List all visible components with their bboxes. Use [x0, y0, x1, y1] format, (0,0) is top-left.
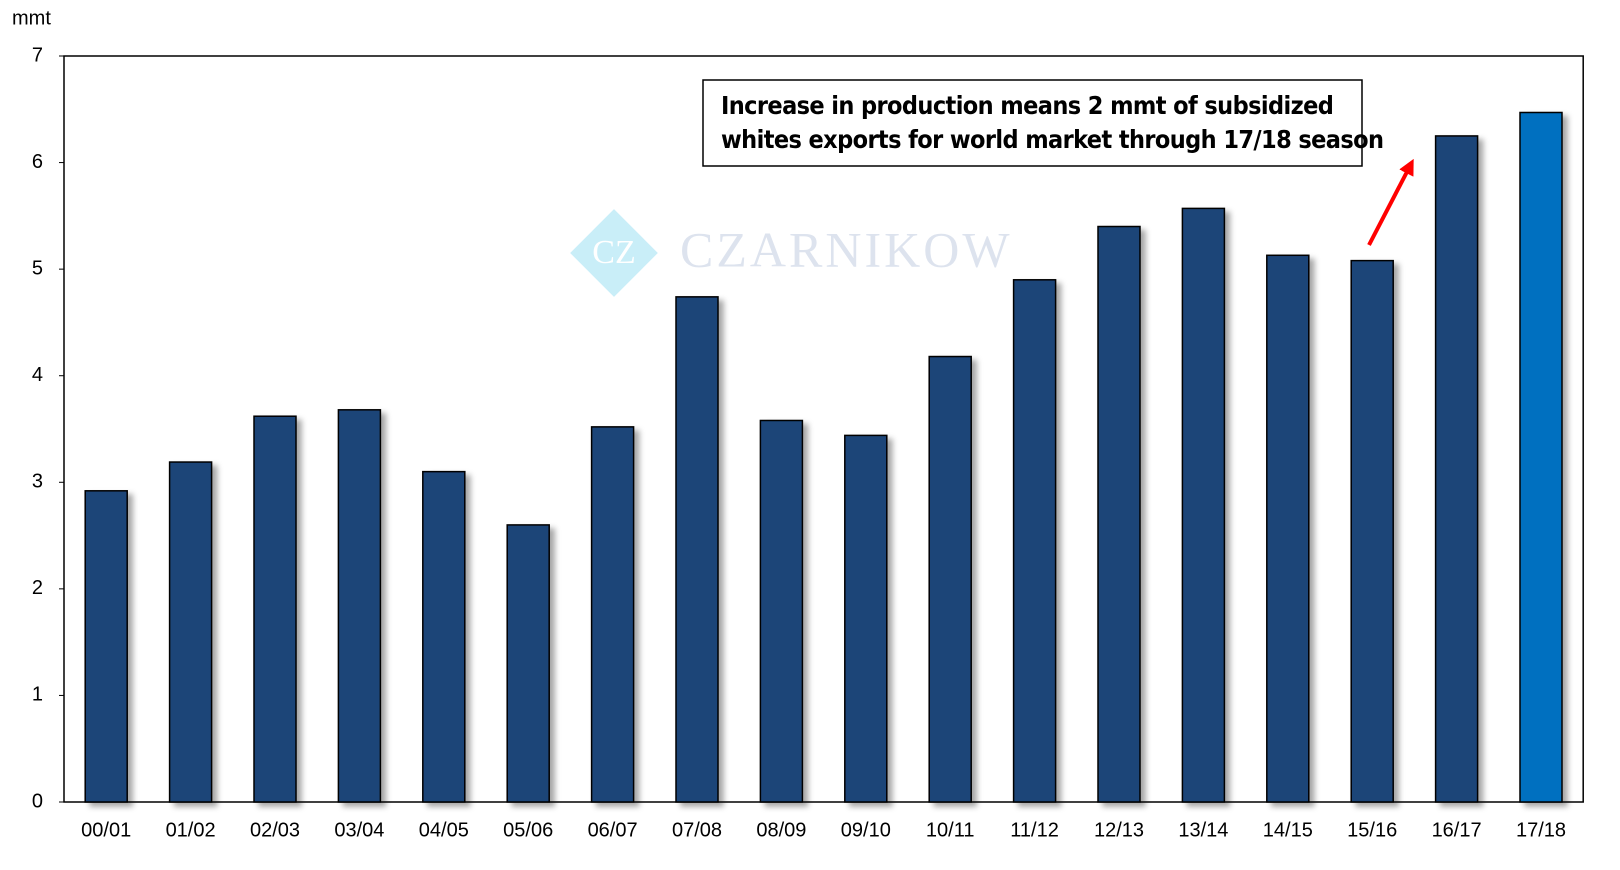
- bar: [844, 434, 888, 803]
- bar: [506, 524, 550, 803]
- annotation-text: Increase in production means 2 mmt of su…: [721, 91, 1333, 120]
- x-tick-label: 14/15: [1263, 819, 1313, 841]
- x-tick-label: 00/01: [81, 819, 131, 841]
- x-tick-label: 01/02: [166, 819, 216, 841]
- y-tick-label: 5: [32, 257, 43, 279]
- y-tick-label: 4: [32, 364, 43, 386]
- bar: [759, 419, 804, 803]
- bar: [253, 415, 297, 803]
- bar: [675, 296, 719, 803]
- y-tick-label: 0: [32, 790, 43, 812]
- x-tick-label: 15/16: [1347, 819, 1397, 841]
- y-tick-label: 7: [32, 44, 43, 66]
- annotation-arrow: [1367, 158, 1414, 246]
- watermark-logo: CZ: [592, 234, 635, 271]
- x-tick-label: 09/10: [841, 819, 891, 841]
- bar: [1012, 279, 1057, 803]
- plot-frame: [63, 55, 1584, 803]
- y-tick-label: 6: [32, 151, 43, 173]
- y-axis-label: mmt: [12, 7, 51, 29]
- x-tick-label: 08/09: [756, 819, 806, 841]
- annotation-box: [702, 79, 1363, 167]
- x-tick-label: 16/17: [1432, 819, 1482, 841]
- annotation-text: whites exports for world market through …: [721, 125, 1383, 154]
- watermark-text: CZARNIKOW: [680, 221, 1013, 277]
- bar: [1181, 207, 1226, 803]
- x-tick-label: 06/07: [588, 819, 638, 841]
- bar: [422, 470, 466, 803]
- x-tick-label: 17/18: [1516, 819, 1566, 841]
- bar: [168, 461, 213, 803]
- x-tick-label: 02/03: [250, 819, 300, 841]
- x-tick-label: 03/04: [334, 819, 384, 841]
- x-tick-label: 13/14: [1178, 819, 1228, 841]
- bar: [1434, 135, 1479, 803]
- bar: [1097, 225, 1141, 803]
- bar: [928, 355, 972, 803]
- x-tick-label: 04/05: [419, 819, 469, 841]
- x-tick-label: 11/12: [1010, 819, 1059, 841]
- x-tick-label: 10/11: [926, 819, 975, 841]
- bar: [84, 490, 128, 803]
- y-tick-label: 2: [32, 577, 43, 599]
- watermark: CZ CZARNIKOW: [570, 209, 1013, 297]
- y-tick-label: 3: [32, 471, 43, 493]
- bar: [590, 426, 635, 803]
- y-tick-label: 1: [32, 684, 43, 706]
- bar: [1266, 254, 1310, 803]
- bar: [1350, 259, 1394, 803]
- watermark-logo-shape: [570, 209, 658, 297]
- x-tick-label: 12/13: [1094, 819, 1144, 841]
- bar: [337, 409, 382, 803]
- bar: [1519, 111, 1563, 803]
- x-tick-label: 05/06: [503, 819, 553, 841]
- x-tick-label: 07/08: [672, 819, 722, 841]
